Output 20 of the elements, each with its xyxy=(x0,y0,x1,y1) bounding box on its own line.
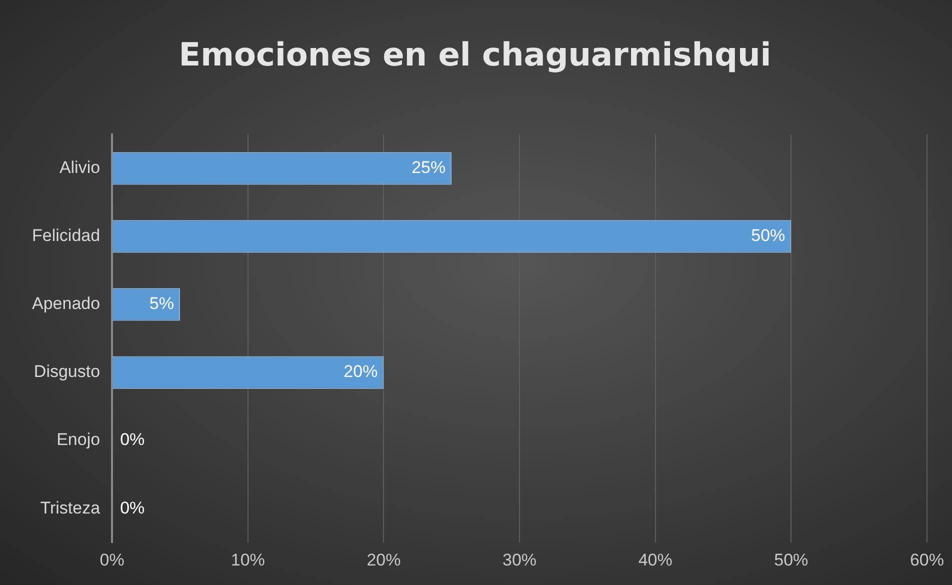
x-tick-label: 60% xyxy=(910,550,944,570)
x-tick-label: 30% xyxy=(502,550,537,570)
y-tick-label: Apenado xyxy=(32,294,100,314)
x-tick-label: 20% xyxy=(366,550,401,570)
data-label: 20% xyxy=(344,362,378,382)
data-label: 0% xyxy=(120,430,145,450)
data-label: 50% xyxy=(751,226,786,246)
y-tick-label: Felicidad xyxy=(32,226,100,246)
y-tick-label: Tristeza xyxy=(40,498,101,518)
y-tick-label: Enojo xyxy=(56,430,100,450)
chart-title: Emociones en el chaguarmishqui xyxy=(178,36,772,74)
y-tick-label: Alivio xyxy=(59,158,100,178)
x-tick-label: 50% xyxy=(774,550,808,570)
y-tick-label: Disgusto xyxy=(34,362,100,382)
x-tick-label: 10% xyxy=(230,550,265,570)
data-label: 0% xyxy=(120,498,145,518)
x-tick-label: 40% xyxy=(638,550,672,570)
x-tick-label: 0% xyxy=(100,550,124,570)
data-label: 5% xyxy=(149,294,174,314)
data-label: 25% xyxy=(412,158,446,178)
